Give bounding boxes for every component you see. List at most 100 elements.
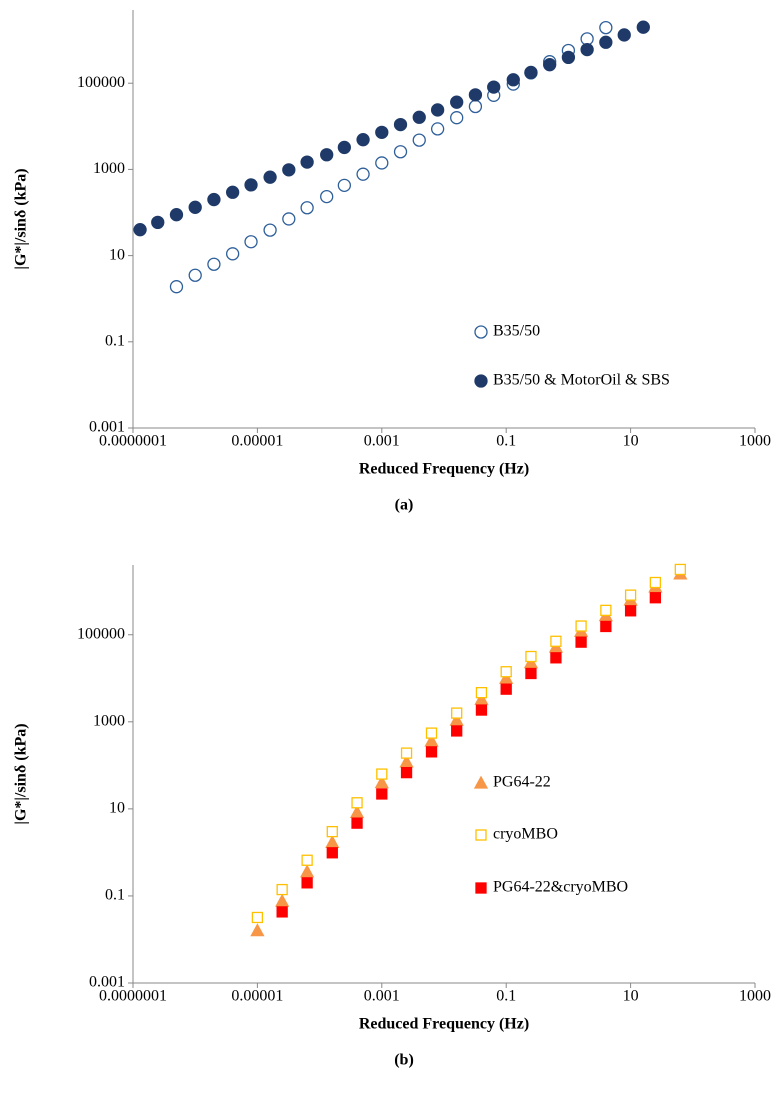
data-point [276,883,288,896]
data-point [624,589,637,601]
data-point [451,707,463,719]
data-point [251,911,264,924]
data-point [169,208,184,222]
data-point [424,733,439,747]
caption: (b) [394,1052,414,1069]
x-tick-label: 0.1 [496,988,516,1005]
legend-label: B35/50 & MotorOil & SBS [493,372,670,389]
data-point [400,747,413,759]
data-point [282,163,296,177]
data-point [376,788,388,800]
data-point [351,817,363,829]
legend-label: PG64-22&cryoMBO [493,879,628,896]
data-point [337,178,352,192]
data-point [400,766,413,779]
data-point [325,835,340,849]
data-point [244,178,258,192]
data-point [451,725,463,737]
data-point [600,604,612,617]
data-point [475,704,488,716]
x-tick-label: 1000 [739,988,771,1005]
data-point [468,99,483,114]
data-point [375,156,389,170]
data-point [450,111,464,125]
x-tick-label: 1000 [739,433,771,450]
data-point [649,576,662,589]
data-point [430,103,445,117]
y-tick-label: 0.001 [89,419,125,436]
y-axis-title: |G*|/sinδ (kPa) [13,168,30,269]
data-point [500,666,512,678]
data-point [617,28,631,42]
data-point [275,893,290,907]
data-point [649,592,662,604]
data-point [412,110,426,124]
data-point [320,148,334,162]
data-point [412,133,426,147]
y-tick-label: 10 [109,800,125,817]
data-point [188,200,202,214]
legend-marker [474,325,488,339]
x-tick-label: 10 [623,433,639,450]
data-point [276,906,288,918]
data-point [169,280,184,294]
data-point [225,247,240,261]
data-point [550,635,562,647]
x-tick-label: 0.00001 [231,433,283,450]
x-axis-title: Reduced Frequency (Hz) [359,1016,529,1033]
x-tick-label: 0.00001 [231,988,283,1005]
y-axis-title: |G*|/sinδ (kPa) [13,723,30,824]
data-point [225,185,240,199]
data-point [425,746,438,758]
x-axis-title: Reduced Frequency (Hz) [359,461,529,478]
data-point [599,35,613,49]
data-point [263,170,277,184]
legend-marker [474,374,488,388]
data-point [301,854,313,866]
data-point [524,65,538,80]
legend-marker [473,775,489,789]
data-point [133,223,147,237]
data-point [376,768,388,780]
data-point [393,117,408,132]
data-point [474,691,489,705]
data-point [300,155,314,169]
data-point [450,95,464,109]
data-point [500,683,512,695]
x-tick-label: 10 [623,988,639,1005]
data-point [487,80,501,94]
data-point [468,88,483,102]
data-point [425,727,438,739]
data-point [449,712,464,726]
y-tick-label: 0.001 [89,974,125,991]
data-point [374,775,389,789]
data-point [475,686,488,699]
data-point [282,212,296,226]
data-point [575,620,587,632]
data-point [561,50,576,65]
y-tick-label: 1000 [93,160,125,177]
data-point [430,122,445,136]
data-point [300,864,315,878]
data-point [356,133,370,147]
data-point [151,215,165,230]
data-point [320,189,334,204]
data-point [250,923,265,937]
data-point [624,605,637,617]
x-tick-label: 0.001 [364,433,400,450]
data-point [580,42,594,57]
caption: (a) [395,497,414,514]
x-tick-label: 0.0000001 [99,433,167,450]
data-point [351,797,363,809]
y-tick-label: 10 [109,246,125,263]
data-point [525,667,537,680]
legend-marker [475,829,487,841]
data-point [599,20,613,35]
y-tick-label: 100000 [77,74,125,91]
data-point [326,825,338,838]
data-point [575,636,587,648]
data-point [207,257,221,271]
y-tick-label: 1000 [93,712,125,729]
data-point [636,20,650,34]
